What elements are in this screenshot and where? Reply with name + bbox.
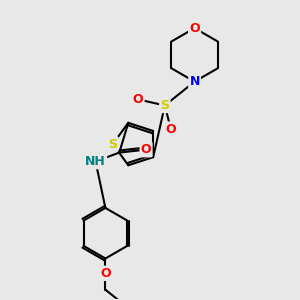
Text: O: O (141, 143, 152, 156)
Text: S: S (108, 138, 117, 151)
Text: O: O (133, 93, 143, 106)
Text: O: O (100, 267, 111, 280)
Text: O: O (166, 123, 176, 136)
Text: N: N (189, 75, 200, 88)
Text: NH: NH (85, 155, 106, 168)
Text: O: O (189, 22, 200, 34)
Text: S: S (160, 99, 169, 112)
